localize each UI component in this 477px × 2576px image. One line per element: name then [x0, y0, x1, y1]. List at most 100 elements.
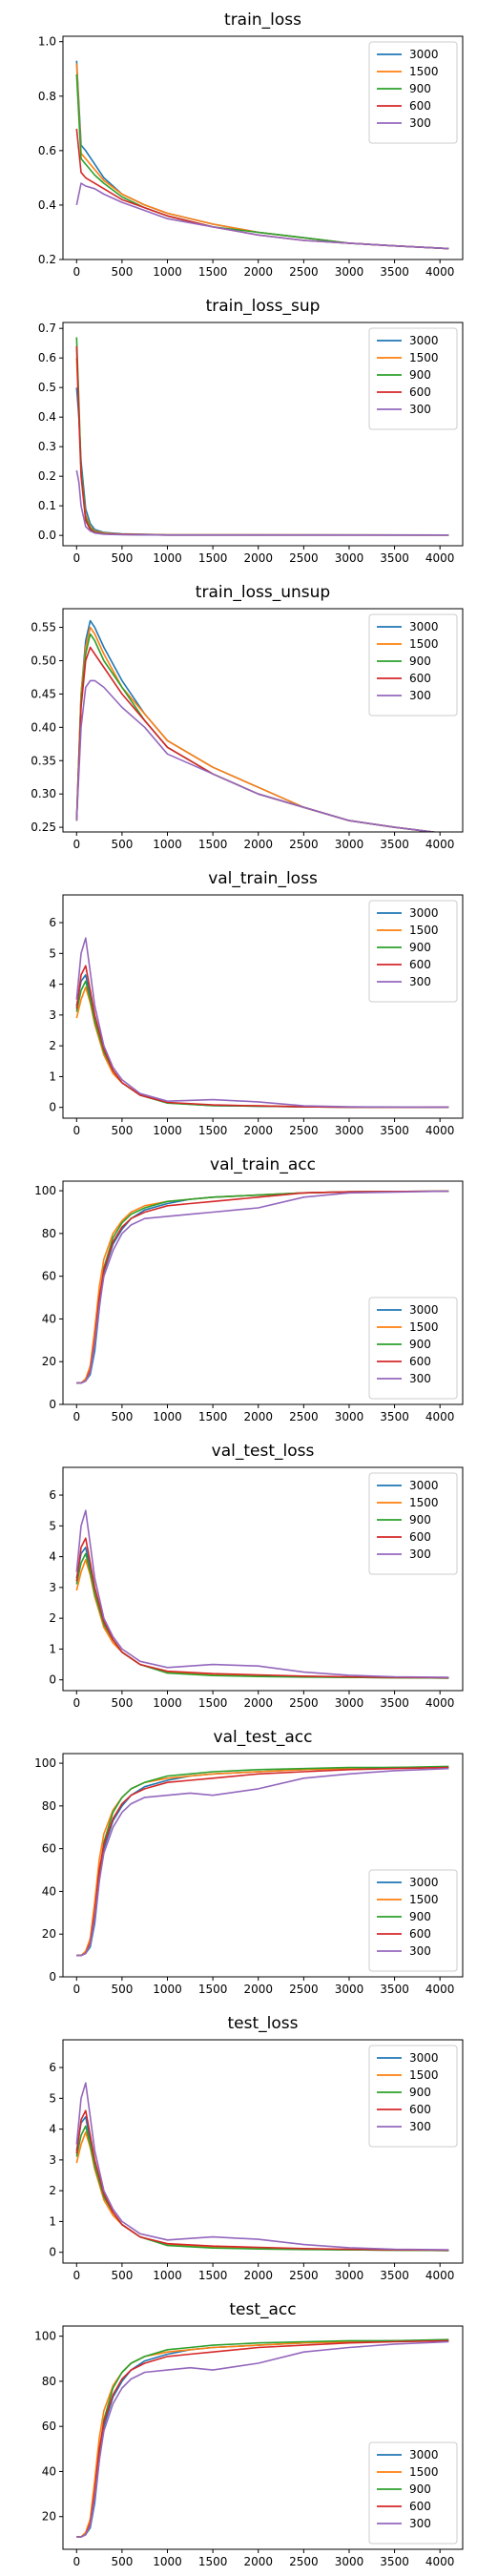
- legend-label-600: 600: [409, 958, 431, 971]
- legend-label-300: 300: [409, 2517, 431, 2530]
- axes-frame: [62, 894, 464, 1119]
- x-tick-label: 500: [111, 1124, 133, 1137]
- y-tick-label: 60: [42, 1842, 56, 1856]
- series-group: [75, 337, 449, 536]
- y-tick-label: 0.6: [38, 144, 56, 157]
- chart-title: val_test_loss: [212, 1442, 315, 1461]
- y-tick-label: 2: [49, 1611, 56, 1625]
- y-tick-label: 0.2: [38, 253, 56, 266]
- legend-label-1500: 1500: [409, 924, 439, 937]
- y-tick-label: 0.4: [38, 198, 56, 212]
- legend-label-1500: 1500: [409, 1893, 439, 1906]
- chart-title: train_loss: [224, 10, 301, 30]
- chart-title: val_train_loss: [208, 869, 318, 888]
- x-tick-label: 3500: [380, 1124, 409, 1137]
- x-tick-label: 0: [73, 265, 80, 279]
- y-tick-label: 0.1: [38, 499, 56, 512]
- series-line-600: [75, 128, 449, 250]
- legend-label-900: 900: [409, 2483, 431, 2496]
- x-tick-label: 1000: [153, 1410, 182, 1423]
- series-line-300: [76, 1190, 449, 1384]
- x-tick-label: 2500: [289, 265, 319, 279]
- legend-label-3000: 3000: [409, 620, 439, 634]
- x-tick-label: 0: [73, 1124, 80, 1137]
- x-tick-label: 1500: [198, 2555, 228, 2568]
- y-tick-label: 6: [49, 916, 56, 929]
- legend-box: [368, 1297, 458, 1400]
- y-tick-label: 0: [49, 1398, 56, 1411]
- x-tick-label: 4000: [425, 838, 455, 851]
- legend-label-3000: 3000: [409, 1479, 439, 1492]
- y-tick-label: 0.25: [31, 821, 56, 834]
- x-tick-label: 0: [73, 1983, 80, 1996]
- y-tick-label: 80: [42, 1227, 56, 1240]
- x-tick-label: 2500: [289, 838, 319, 851]
- axes-frame: [62, 2039, 464, 2264]
- y-tick-label: 3: [49, 2153, 56, 2167]
- y-tick-label: 0.2: [38, 469, 56, 483]
- x-tick-label: 1500: [198, 2269, 228, 2282]
- legend-label-300: 300: [409, 2120, 431, 2133]
- legend-label-1500: 1500: [409, 351, 439, 364]
- series-line-300: [75, 679, 439, 832]
- legend: 3000 1500 900 600 300: [368, 2441, 458, 2545]
- y-tick-label: 0.50: [31, 654, 56, 667]
- series-line-600: [75, 965, 449, 1109]
- series-line-600: [76, 1190, 449, 1384]
- x-tick-label: 0: [73, 1696, 80, 1710]
- legend-label-1500: 1500: [409, 2068, 439, 2082]
- axes-frame: [62, 1753, 464, 1978]
- legend-label-900: 900: [409, 654, 431, 668]
- y-tick-label: 1.0: [38, 35, 56, 49]
- legend-label-3000: 3000: [409, 2051, 439, 2065]
- y-tick-label: 6: [49, 1488, 56, 1502]
- y-tick-label: 0.7: [38, 322, 56, 335]
- legend: 3000 1500 900 600 300: [368, 1869, 458, 1972]
- legend-label-900: 900: [409, 1513, 431, 1527]
- x-tick-label: 2500: [289, 1410, 319, 1423]
- legend-label-900: 900: [409, 1910, 431, 1923]
- legend-label-1500: 1500: [409, 2465, 439, 2479]
- y-tick-label: 1: [49, 1070, 56, 1083]
- legend: 3000 1500 900 600 300: [368, 1297, 458, 1400]
- y-tick-label: 1: [49, 2214, 56, 2228]
- legend-box: [368, 2441, 458, 2545]
- x-tick-label: 3500: [380, 838, 409, 851]
- x-tick-label: 2000: [243, 1410, 273, 1423]
- y-tick-label: 4: [49, 2123, 56, 2136]
- y-tick-label: 60: [42, 1270, 56, 1283]
- legend-box: [368, 2045, 458, 2148]
- series-group: [75, 619, 439, 832]
- x-tick-label: 3000: [335, 551, 364, 565]
- x-tick-label: 0: [73, 838, 80, 851]
- y-tick-label: 80: [42, 2375, 56, 2388]
- legend-label-3000: 3000: [409, 334, 439, 347]
- x-tick-label: 500: [111, 1410, 133, 1423]
- series-line-300: [76, 2340, 449, 2538]
- series-line-300: [75, 937, 449, 1109]
- y-tick-label: 20: [42, 1355, 56, 1368]
- series-group: [75, 937, 449, 1109]
- y-tick-label: 0.0: [38, 529, 56, 542]
- legend: 3000 1500 900 600 300: [368, 1472, 458, 1575]
- legend-box: [368, 41, 458, 144]
- y-tick-label: 40: [42, 1312, 56, 1325]
- legend-label-900: 900: [409, 82, 431, 95]
- y-tick-label: 0.45: [31, 687, 56, 700]
- x-tick-label: 2000: [243, 2269, 273, 2282]
- x-tick-label: 3500: [380, 1696, 409, 1710]
- legend-label-300: 300: [409, 116, 431, 130]
- x-tick-label: 1500: [198, 551, 228, 565]
- y-tick-label: 0.8: [38, 90, 56, 103]
- y-tick-label: 60: [42, 2420, 56, 2433]
- y-tick-label: 20: [42, 2510, 56, 2524]
- y-tick-label: 0.35: [31, 754, 56, 767]
- legend-label-900: 900: [409, 941, 431, 954]
- y-tick-label: 3: [49, 1581, 56, 1594]
- x-tick-label: 0: [73, 1410, 80, 1423]
- y-tick-label: 0.6: [38, 351, 56, 364]
- legend-label-1500: 1500: [409, 637, 439, 651]
- x-tick-label: 2000: [243, 1983, 273, 1996]
